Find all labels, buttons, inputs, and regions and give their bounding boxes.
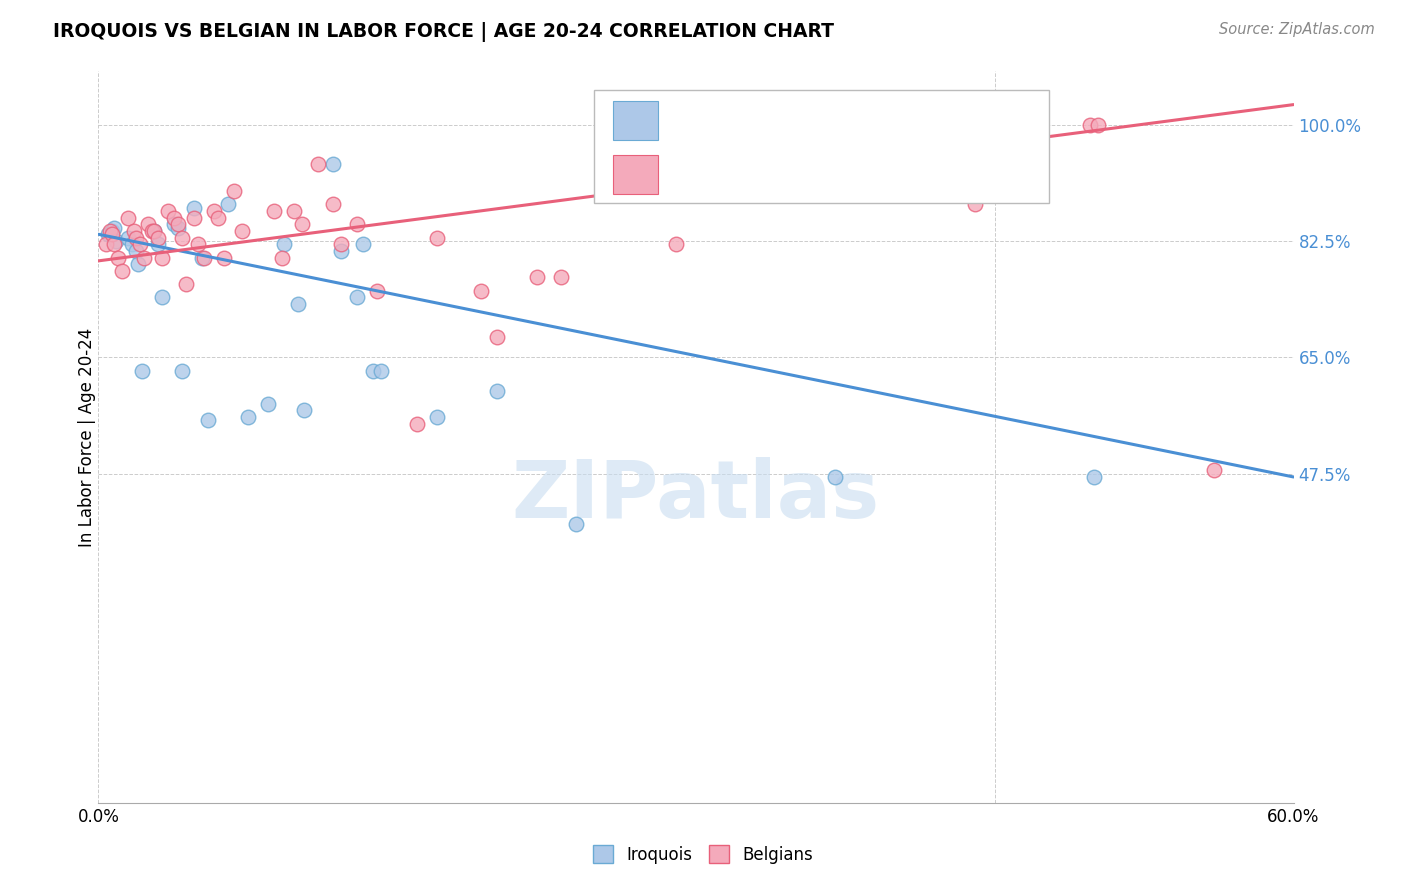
Point: [103, 237, 125, 252]
Point: [363, 363, 385, 377]
Point: [256, 397, 278, 411]
Point: [96, 237, 118, 252]
Point: [470, 284, 492, 298]
Point: [346, 217, 368, 231]
Point: [231, 224, 253, 238]
Point: [101, 227, 124, 242]
Point: [292, 403, 315, 417]
Point: [283, 204, 305, 219]
Point: [167, 220, 190, 235]
Point: [550, 270, 572, 285]
Point: [1080, 118, 1102, 132]
Point: [426, 230, 449, 244]
Point: [485, 384, 508, 398]
Point: [124, 224, 146, 238]
Point: [291, 217, 314, 231]
Point: [183, 201, 205, 215]
Point: [370, 363, 392, 377]
Point: [143, 224, 166, 238]
Point: [125, 244, 148, 258]
Point: [174, 277, 197, 292]
Point: [207, 211, 229, 225]
Point: [193, 251, 215, 265]
Point: [141, 224, 163, 238]
Point: [163, 217, 186, 231]
Point: [322, 197, 344, 211]
Point: [426, 410, 449, 425]
Point: [163, 211, 186, 225]
Point: [97, 227, 120, 242]
Point: [202, 204, 225, 219]
Text: Source: ZipAtlas.com: Source: ZipAtlas.com: [1219, 22, 1375, 37]
Point: [127, 257, 149, 271]
Point: [172, 230, 194, 244]
Point: [157, 204, 180, 219]
Point: [107, 251, 129, 265]
Point: [1202, 463, 1225, 477]
Point: [121, 237, 143, 252]
Point: [346, 290, 368, 304]
Point: [352, 237, 374, 252]
Point: [665, 237, 688, 252]
Point: [117, 211, 139, 225]
Point: [330, 237, 353, 252]
Point: [526, 270, 548, 285]
Point: [236, 410, 259, 425]
Point: [485, 330, 508, 344]
Point: [197, 413, 219, 427]
Point: [187, 237, 209, 252]
Point: [212, 251, 235, 265]
Point: [287, 297, 309, 311]
Point: [148, 237, 170, 252]
Point: [125, 230, 148, 244]
Point: [1087, 118, 1109, 132]
Point: [183, 211, 205, 225]
Point: [117, 230, 139, 244]
Point: [322, 157, 344, 171]
Point: [167, 217, 190, 231]
Point: [406, 417, 429, 431]
Legend: Iroquois, Belgians: Iroquois, Belgians: [586, 838, 820, 871]
Point: [307, 157, 329, 171]
Point: [217, 197, 239, 211]
Point: [136, 217, 159, 231]
Text: ZIPatlas: ZIPatlas: [512, 457, 880, 534]
Point: [101, 224, 124, 238]
Point: [172, 363, 194, 377]
Point: [131, 363, 153, 377]
Point: [222, 184, 245, 198]
Y-axis label: In Labor Force | Age 20-24: In Labor Force | Age 20-24: [79, 327, 96, 547]
Point: [150, 251, 173, 265]
Point: [150, 290, 173, 304]
Point: [148, 230, 170, 244]
Point: [263, 204, 285, 219]
Point: [98, 224, 122, 238]
Point: [963, 197, 986, 211]
Point: [134, 251, 156, 265]
Point: [330, 244, 353, 258]
Point: [270, 251, 292, 265]
Point: [143, 224, 166, 238]
Point: [366, 284, 388, 298]
Point: [103, 220, 125, 235]
Point: [1083, 470, 1105, 484]
Point: [565, 516, 588, 531]
Point: [129, 237, 152, 252]
Point: [273, 237, 295, 252]
Text: IROQUOIS VS BELGIAN IN LABOR FORCE | AGE 20-24 CORRELATION CHART: IROQUOIS VS BELGIAN IN LABOR FORCE | AGE…: [53, 22, 834, 42]
Point: [111, 264, 134, 278]
Point: [191, 251, 214, 265]
Point: [824, 470, 846, 484]
Point: [105, 234, 128, 248]
